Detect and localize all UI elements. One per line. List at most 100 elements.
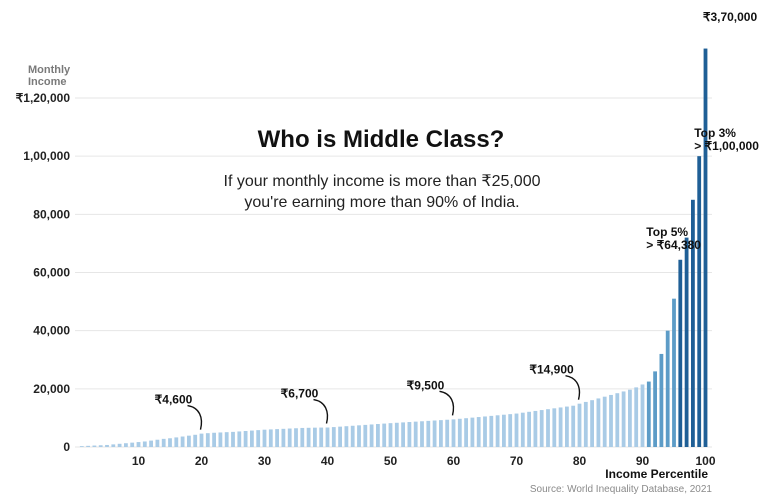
bar-percentile-75 [546, 409, 550, 447]
bar-percentile-82 [590, 400, 594, 447]
x-tick-label: 10 [132, 454, 146, 468]
y-axis-label-line-2: Income [28, 76, 67, 88]
bar-percentile-53 [407, 422, 412, 447]
bar-percentile-51 [394, 422, 399, 447]
bar-percentile-64 [476, 417, 481, 447]
x-tick-label: 70 [510, 454, 524, 468]
bar-percentile-13 [155, 439, 160, 447]
bar-percentile-97 [684, 237, 689, 447]
x-tick-label: 30 [258, 454, 272, 468]
bar-percentile-5 [105, 444, 109, 447]
annotation-leader [565, 374, 581, 400]
bar-percentile-54 [413, 421, 418, 447]
bar-percentile-55 [420, 421, 424, 447]
bar-percentile-19 [193, 434, 198, 447]
bar-percentile-6 [111, 444, 116, 447]
bar-percentile-99 [697, 156, 702, 447]
bar-percentile-77 [558, 407, 563, 447]
bar-percentile-50 [388, 423, 393, 447]
x-axis-label: Income Percentile [605, 467, 708, 481]
bar-percentile-31 [268, 429, 273, 447]
bar-percentile-42 [338, 426, 342, 447]
bar-percentile-69 [508, 414, 513, 447]
source-note: Source: World Inequality Database, 2021 [530, 484, 713, 495]
bar-percentile-27 [243, 431, 248, 447]
bar-percentile-10 [136, 442, 141, 447]
bar-percentile-3 [92, 445, 97, 447]
bar-percentile-90 [640, 384, 645, 447]
bar-percentile-98 [691, 199, 695, 447]
bar-percentile-8 [124, 443, 128, 447]
annotation-label-top-value: ₹3,70,000 [703, 10, 758, 24]
bar-percentile-34 [287, 428, 292, 447]
bar-percentile-74 [539, 410, 544, 447]
bar-percentile-28 [250, 430, 254, 447]
y-tick-label: 1,00,000 [23, 149, 70, 163]
bar-percentile-26 [237, 431, 242, 447]
bar-percentile-48 [376, 424, 380, 447]
bar-percentile-12 [149, 440, 153, 447]
x-tick-label: 90 [636, 454, 650, 468]
bar-percentile-7 [117, 443, 122, 447]
bar-percentile-45 [357, 425, 361, 447]
bar-percentile-66 [489, 415, 494, 447]
bar-percentile-17 [180, 436, 185, 447]
bar-percentile-68 [502, 414, 506, 447]
chart-subtitle-line-1: If your monthly income is more than ₹25,… [224, 173, 541, 190]
annotations: ₹4,600 ₹6,700 ₹9,500 ₹14,900 Top 5%> ₹64,380… [155, 10, 759, 430]
bar-percentile-9 [130, 442, 135, 447]
bar-percentile-76 [552, 408, 557, 447]
bar-percentile-30 [262, 429, 267, 447]
bar-percentile-47 [369, 424, 374, 447]
bar-percentile-43 [344, 426, 349, 447]
annotation-label-top3: Top 3% [694, 126, 736, 140]
bar-percentile-61 [457, 418, 462, 447]
bar-percentile-56 [426, 420, 431, 447]
bar-percentile-86 [615, 393, 620, 447]
bar-percentile-21 [205, 433, 210, 447]
bar-percentile-80 [577, 403, 582, 447]
bar-percentile-91 [646, 381, 651, 447]
bar-percentile-18 [187, 435, 191, 447]
y-tick-label: 0 [63, 440, 70, 454]
y-axis-label-line-1: Monthly [28, 64, 71, 76]
x-axis-ticks: 10 20 30 40 50 60 70 80 90 100 [132, 454, 716, 468]
bar-percentile-79 [571, 405, 576, 447]
bar-percentile-78 [565, 406, 569, 447]
bar-percentile-36 [300, 427, 305, 447]
bar-percentile-89 [634, 387, 639, 447]
bar-percentile-38 [313, 427, 317, 447]
x-tick-label: 60 [447, 454, 461, 468]
bar-percentile-59 [445, 419, 450, 447]
bar-percentile-65 [483, 416, 487, 447]
bar-percentile-95 [672, 298, 676, 447]
annotation-leader [439, 390, 455, 416]
x-tick-label: 50 [384, 454, 398, 468]
bar-percentile-58 [439, 420, 443, 447]
bar-percentile-40 [325, 427, 330, 447]
bar-percentile-72 [527, 411, 531, 447]
bar-percentile-22 [212, 432, 216, 447]
annotation-label: ₹4,600 [155, 393, 193, 407]
bar-percentile-49 [382, 423, 387, 447]
bar-percentile-100 [703, 48, 708, 447]
bar-percentile-62 [464, 418, 468, 447]
bar-percentile-83 [596, 398, 601, 447]
bar-percentile-14 [161, 438, 166, 447]
bar-percentile-60 [451, 419, 456, 447]
x-tick-label: 20 [195, 454, 209, 468]
bar-percentile-39 [319, 427, 324, 447]
bar-percentile-73 [533, 410, 538, 447]
y-tick-label: 40,000 [33, 324, 70, 338]
x-tick-label: 40 [321, 454, 335, 468]
bar-percentile-85 [609, 394, 613, 447]
annotation-label-top3: > ₹1,00,000 [694, 139, 759, 153]
bar-percentile-57 [432, 420, 437, 447]
bar-percentile-71 [520, 412, 525, 447]
x-tick-label: 80 [573, 454, 587, 468]
annotation-label: ₹9,500 [407, 378, 445, 392]
annotation-label: ₹14,900 [529, 363, 574, 377]
chart-subtitle-line-2: you're earning more than 90% of India. [244, 194, 519, 211]
bar-percentile-93 [659, 353, 664, 447]
